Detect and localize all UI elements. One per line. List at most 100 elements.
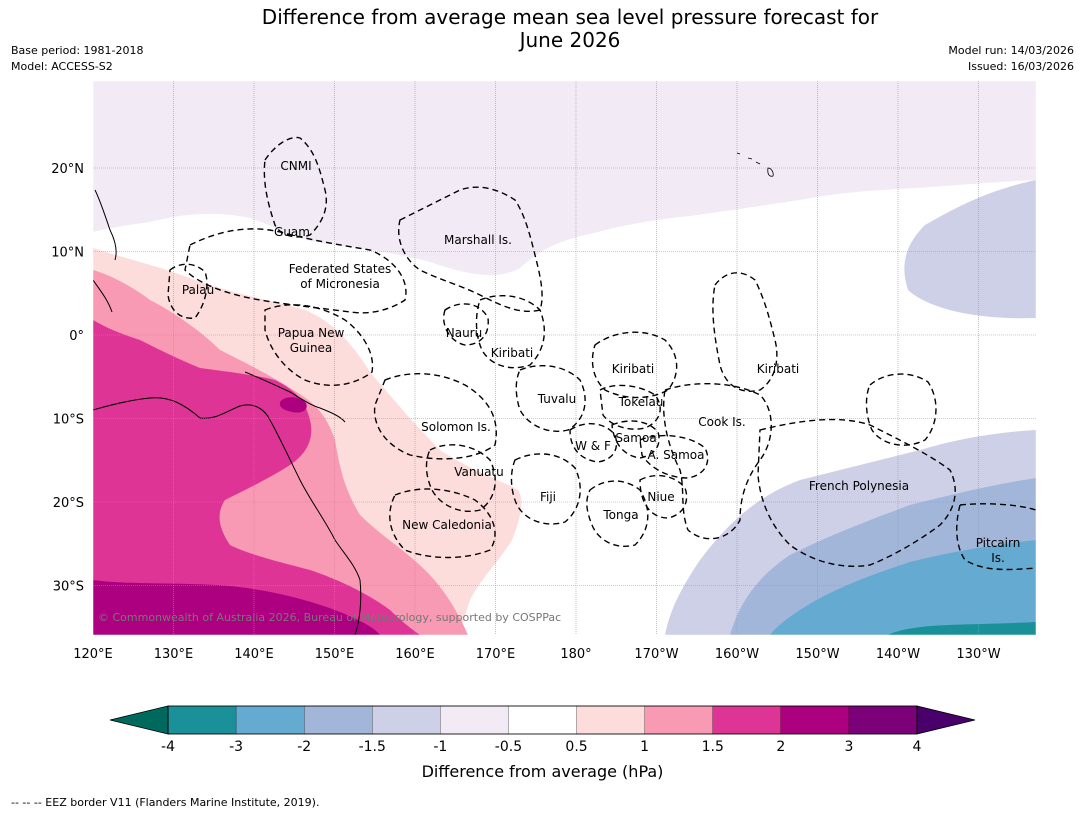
label-american-samoa: A. Samoa — [648, 448, 705, 462]
label-fiji: Fiji — [540, 490, 556, 504]
copyright-notice: © Commonwealth of Australia 2026, Bureau… — [98, 611, 561, 624]
label-fsm-1: Federated States — [289, 262, 391, 276]
colorbar-cell — [304, 705, 373, 735]
label-solomon: Solomon Is. — [421, 420, 491, 434]
colorbar-cell — [167, 705, 237, 735]
title-line-2: June 2026 — [519, 28, 621, 52]
eez-kiribati-line — [712, 272, 778, 392]
eez-wallis — [569, 423, 618, 463]
eez-cook — [662, 382, 772, 540]
longitude-tick-label: 170°E — [476, 647, 516, 662]
map-title: Difference from average mean sea level p… — [0, 6, 1085, 52]
eez-tonga — [586, 480, 649, 547]
anomaly-region-blue — [770, 540, 1036, 635]
eez-png — [264, 304, 374, 386]
label-french-polynesia: French Polynesia — [809, 479, 909, 493]
anomaly-region-magenta-small — [279, 397, 307, 413]
colorbar-tick-label: -0.5 — [495, 739, 522, 755]
map-area: © Commonwealth of Australia 2026, Bureau… — [93, 81, 1036, 635]
label-guam: Guam — [274, 225, 310, 239]
anomaly-region-magenta — [93, 320, 420, 635]
title-line-1: Difference from average mean sea level p… — [261, 5, 879, 29]
base-period: Base period: 1981-2018 — [11, 44, 144, 57]
colorbar-cell — [644, 705, 714, 735]
label-tonga: Tonga — [602, 508, 638, 522]
label-png-2: Guinea — [290, 341, 333, 355]
eez-footnote: -- -- -- EEZ border V11 (Flanders Marine… — [11, 796, 320, 809]
label-png-1: Papua New — [278, 326, 345, 340]
longitude-tick-label: 140°E — [234, 647, 274, 662]
colorbar-label: Difference from average (hPa) — [421, 762, 664, 781]
right-metadata: Model run: 14/03/2026 Issued: 16/03/2026 — [948, 43, 1074, 75]
eez-niue — [639, 474, 688, 519]
eez-fsm — [184, 228, 407, 314]
left-metadata: Base period: 1981-2018 Model: ACCESS-S2 — [11, 43, 143, 75]
label-pitcairn-1: Pitcairn — [976, 536, 1021, 550]
latitude-labels: 20°N 10°N 0° 10°S 20°S 30°S — [51, 162, 84, 595]
hawaii-islands — [736, 152, 774, 177]
colorbar-cell — [372, 705, 442, 735]
eez-french-polynesia — [757, 418, 956, 567]
label-tokelau: Tokelau — [618, 395, 664, 409]
colorbar-tick-label: -1.5 — [359, 739, 386, 755]
colorbar-tick-label: -2 — [297, 739, 311, 755]
eez-palau — [167, 263, 208, 319]
label-nauru: Nauru — [446, 326, 482, 340]
label-palau: Palau — [182, 283, 214, 297]
colorbar-tick-label: 4 — [913, 739, 922, 755]
eez-american-samoa — [639, 434, 709, 479]
colorbar-ticks: -4 -3 -2 -1.5 -1 -0.5 0.5 1 1.5 2 3 4 — [161, 739, 922, 755]
longitude-tick-label: 160°W — [715, 647, 759, 662]
eez-tuvalu — [515, 365, 586, 432]
colorbar-tick-label: -4 — [161, 739, 175, 755]
eez-fiji — [510, 453, 581, 525]
label-cnmi: CNMI — [280, 159, 311, 173]
graticule — [93, 81, 1036, 635]
longitude-tick-label: 120°E — [73, 647, 113, 662]
colorbar-cell — [440, 705, 510, 735]
longitude-tick-label: 150°W — [795, 647, 839, 662]
label-vanuatu: Vanuatu — [454, 465, 504, 479]
eez-kiribati-gilbert — [475, 295, 546, 369]
longitude-tick-label: 150°E — [315, 647, 355, 662]
longitude-labels: 120°E 130°E 140°E 150°E 160°E 170°E 180° 170°W 1… — [73, 647, 1000, 662]
eez-vanuatu — [425, 444, 496, 512]
map-frame — [92, 80, 1037, 636]
label-kiribati-phoenix: Kiribati — [612, 362, 654, 376]
colorbar-cells — [167, 705, 918, 735]
longitude-tick-label: 130°E — [154, 647, 194, 662]
anomaly-region-dark-magenta — [93, 580, 380, 635]
label-wallis-futuna: W & F — [575, 439, 611, 453]
colorbar-tick-label: 0.5 — [565, 739, 587, 755]
colorbar-tick-label: 2 — [776, 739, 785, 755]
colorbar-tick-label: -3 — [229, 739, 243, 755]
issued-date: Issued: 16/03/2026 — [967, 60, 1074, 73]
philippines-coastline — [93, 189, 117, 313]
label-marshall: Marshall Is. — [444, 233, 512, 247]
colorbar-under-triangle — [110, 706, 168, 734]
anomaly-region-teal — [888, 622, 1036, 635]
colorbar-over-triangle — [917, 706, 975, 734]
eez-new-caledonia — [389, 488, 496, 559]
png-coastline — [244, 371, 346, 423]
eez-kiribati-phoenix — [591, 331, 678, 399]
label-samoa: Samoa — [615, 431, 656, 445]
colorbar-tick-label: 1.5 — [702, 739, 724, 755]
colorbar-tick-label: -1 — [433, 739, 447, 755]
model-run: Model run: 14/03/2026 — [948, 44, 1074, 57]
eez-nauru — [443, 303, 489, 346]
label-niue: Niue — [647, 490, 674, 504]
label-tuvalu: Tuvalu — [537, 392, 577, 406]
longitude-tick-label: 170°W — [634, 647, 678, 662]
region-labels: CNMI Guam Marshall Is. Federated States … — [182, 159, 1020, 565]
colorbar-cell — [576, 705, 646, 735]
longitude-tick-label: 130°W — [956, 647, 1000, 662]
eez-kiribati-east — [865, 373, 937, 446]
colorbar: -4 -3 -2 -1.5 -1 -0.5 0.5 1 1.5 2 3 4 — [109, 705, 976, 755]
label-pitcairn-2: Is. — [991, 551, 1005, 565]
eez-solomon — [373, 372, 497, 460]
label-kiribati-gilbert: Kiribati — [491, 346, 533, 360]
latitude-tick-label: 10°N — [51, 246, 84, 261]
colorbar-cell — [508, 705, 578, 735]
